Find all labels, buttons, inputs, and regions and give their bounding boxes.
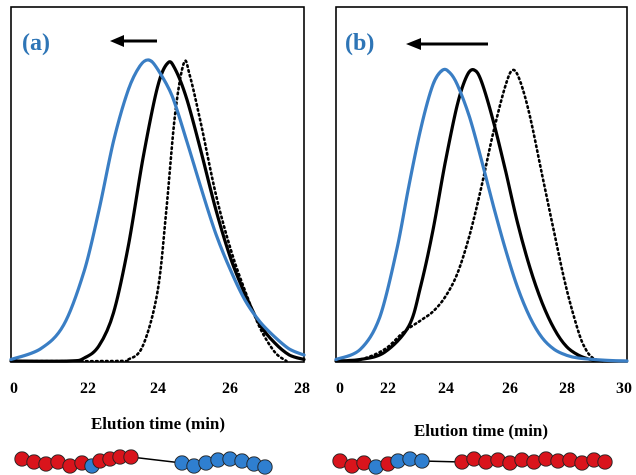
panel-b-frame: [335, 6, 628, 363]
blue-bead: [414, 453, 430, 469]
panel-b-x-tick-label: 26: [502, 380, 518, 397]
panel-a-x-tick-label: 0: [10, 380, 18, 397]
panel-b-x-axis-label: Elution time (min): [414, 421, 548, 440]
panel-b-x-tick-label: 30: [616, 380, 632, 397]
shift-arrow-head: [406, 38, 421, 50]
panel-a-x-tick-label: 28: [294, 380, 310, 397]
panel-b-x-tick-label: 22: [380, 380, 396, 397]
panel-a-series-line-1: [9, 60, 306, 363]
panel-a-arrow: [110, 35, 157, 47]
red-bead: [597, 454, 613, 470]
panel-b-curves: [334, 67, 629, 363]
panel-a-curves: [9, 58, 306, 363]
panel-b-x-tick-label: 0: [336, 380, 344, 397]
blue-bead: [257, 459, 273, 475]
panel-a-label: (a): [22, 30, 50, 56]
red-bead: [123, 449, 139, 465]
panel-b-x-tick-label: 24: [438, 380, 454, 397]
panel-a-x-tick-label: 22: [80, 380, 96, 397]
panel-b-series-line-1: [334, 68, 605, 363]
panel-a-series-line-0: [9, 59, 288, 363]
polymer-chain-b-illustration: [332, 451, 613, 475]
panel-a-x-ticks: 0 22 24 26 28: [10, 380, 310, 397]
panel-b-series-line-2: [334, 67, 629, 363]
panel-a-frame: [10, 6, 305, 363]
panel-b: (b) 0 22 24 26 28 30 Elution time (min): [334, 6, 632, 440]
panel-a-series-line-2: [9, 58, 306, 362]
panel-b-series-line-0: [334, 68, 605, 363]
shift-arrow-head: [110, 35, 124, 47]
panel-a-x-tick-label: 26: [222, 380, 238, 397]
panel-a-x-tick-label: 24: [150, 380, 166, 397]
panel-b-label: (b): [345, 30, 374, 56]
panel-a-x-axis-label: Elution time (min): [91, 414, 225, 433]
polymer-chain-a-illustration: [14, 449, 273, 475]
panel-b-x-tick-label: 28: [559, 380, 575, 397]
panel-b-x-ticks: 0 22 24 26 28 30: [336, 380, 632, 397]
panel-a: (a) 0 22 24 26 28 Elution time (min): [9, 6, 310, 433]
panel-b-arrow: [406, 38, 488, 50]
